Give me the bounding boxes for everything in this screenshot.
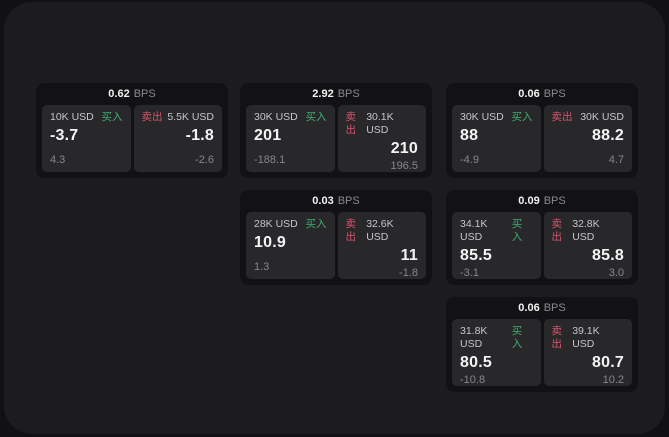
buy-tile[interactable]: 30K USD 买入 201 -188.1 <box>246 105 335 172</box>
buy-price: 88 <box>460 127 479 144</box>
bps-value: 0.03 <box>312 195 334 207</box>
sell-badge: 卖出 <box>551 218 563 243</box>
bps-unit: BPS <box>543 302 566 314</box>
bps-value: 0.06 <box>518 302 540 314</box>
sell-sub-value: 4.7 <box>608 154 624 166</box>
buy-badge: 买入 <box>511 111 533 123</box>
app-window: 0.62 BPS 10K USD 买入 -3.7 4.3 卖出 5.5K USD… <box>4 2 665 434</box>
bps-header: 0.06 BPS <box>452 297 632 319</box>
quote-card: 0.06 BPS 30K USD 买入 88 -4.9 卖出 30K USD 8… <box>446 83 638 178</box>
bps-unit: BPS <box>133 88 156 100</box>
sell-badge: 卖出 <box>345 111 357 136</box>
buy-price: 10.9 <box>254 234 286 251</box>
quote-card: 2.92 BPS 30K USD 买入 201 -188.1 卖出 30.1K … <box>240 83 432 178</box>
buy-badge: 买入 <box>511 325 523 350</box>
buy-price: 201 <box>254 127 282 144</box>
buy-sub-value: -10.8 <box>460 374 486 386</box>
sell-size-label: 32.8K USD <box>572 218 600 243</box>
sell-size-label: 39.1K USD <box>572 325 600 350</box>
sell-badge: 卖出 <box>551 111 573 123</box>
bps-header: 0.09 BPS <box>452 190 632 212</box>
sell-size-label: 30.1K USD <box>366 111 394 136</box>
buy-sub-value: -188.1 <box>254 154 286 166</box>
sell-price: 85.8 <box>592 247 624 264</box>
bps-header: 0.03 BPS <box>246 190 426 212</box>
sell-sub-value: 10.2 <box>602 374 624 386</box>
bps-unit: BPS <box>543 88 566 100</box>
bps-header: 0.06 BPS <box>452 83 632 105</box>
buy-size-label: 34.1K USD <box>460 218 488 243</box>
buy-price: -3.7 <box>50 127 79 144</box>
buy-tile[interactable]: 34.1K USD 买入 85.5 -3.1 <box>452 212 541 279</box>
sell-tile[interactable]: 卖出 30.1K USD 210 196.5 <box>337 105 426 172</box>
bps-header: 0.62 BPS <box>42 83 222 105</box>
sell-sub-value: -1.8 <box>399 267 418 279</box>
sell-sub-value: 3.0 <box>608 267 624 279</box>
sell-price: 80.7 <box>592 354 624 371</box>
sell-tile[interactable]: 卖出 39.1K USD 80.7 10.2 <box>543 319 632 386</box>
sell-badge: 卖出 <box>345 218 357 243</box>
sell-tile[interactable]: 卖出 30K USD 88.2 4.7 <box>543 105 632 172</box>
quote-card: 0.62 BPS 10K USD 买入 -3.7 4.3 卖出 5.5K USD… <box>36 83 228 178</box>
buy-badge: 买入 <box>101 111 123 123</box>
buy-size-label: 30K USD <box>460 111 504 123</box>
sell-sub-value: -2.6 <box>195 154 214 166</box>
buy-sub-value: -4.9 <box>460 154 479 166</box>
buy-price: 80.5 <box>460 354 492 371</box>
bps-value: 0.09 <box>518 195 540 207</box>
buy-tile[interactable]: 10K USD 买入 -3.7 4.3 <box>42 105 131 172</box>
sell-price: -1.8 <box>185 127 214 144</box>
buy-badge: 买入 <box>511 218 523 243</box>
buy-size-label: 31.8K USD <box>460 325 488 350</box>
buy-size-label: 28K USD <box>254 218 298 230</box>
sell-size-label: 32.6K USD <box>366 218 394 243</box>
sell-tile[interactable]: 卖出 32.8K USD 85.8 3.0 <box>543 212 632 279</box>
sell-size-label: 30K USD <box>580 111 624 123</box>
bps-unit: BPS <box>543 195 566 207</box>
sell-sub-value: 196.5 <box>390 160 418 172</box>
quote-card: 0.06 BPS 31.8K USD 买入 80.5 -10.8 卖出 39.1… <box>446 297 638 392</box>
sell-tile[interactable]: 卖出 32.6K USD 11 -1.8 <box>337 212 426 279</box>
sell-price: 11 <box>400 247 418 264</box>
buy-size-label: 10K USD <box>50 111 94 123</box>
bps-value: 0.06 <box>518 88 540 100</box>
buy-badge: 买入 <box>305 218 327 230</box>
buy-sub-value: 1.3 <box>254 261 270 273</box>
sell-badge: 卖出 <box>141 111 163 123</box>
bps-unit: BPS <box>337 195 360 207</box>
buy-badge: 买入 <box>305 111 327 123</box>
bps-value: 0.62 <box>108 88 130 100</box>
sell-size-label: 5.5K USD <box>167 111 214 123</box>
sell-badge: 卖出 <box>551 325 563 350</box>
quote-card: 0.03 BPS 28K USD 买入 10.9 1.3 卖出 32.6K US… <box>240 190 432 285</box>
buy-size-label: 30K USD <box>254 111 298 123</box>
buy-tile[interactable]: 28K USD 买入 10.9 1.3 <box>246 212 335 279</box>
bps-value: 2.92 <box>312 88 334 100</box>
sell-price: 210 <box>390 140 418 157</box>
quote-card: 0.09 BPS 34.1K USD 买入 85.5 -3.1 卖出 32.8K… <box>446 190 638 285</box>
bps-unit: BPS <box>337 88 360 100</box>
buy-tile[interactable]: 30K USD 买入 88 -4.9 <box>452 105 541 172</box>
buy-sub-value: -3.1 <box>460 267 479 279</box>
sell-tile[interactable]: 卖出 5.5K USD -1.8 -2.6 <box>133 105 222 172</box>
buy-tile[interactable]: 31.8K USD 买入 80.5 -10.8 <box>452 319 541 386</box>
buy-sub-value: 4.3 <box>50 154 66 166</box>
bps-header: 2.92 BPS <box>246 83 426 105</box>
sell-price: 88.2 <box>592 127 624 144</box>
buy-price: 85.5 <box>460 247 492 264</box>
